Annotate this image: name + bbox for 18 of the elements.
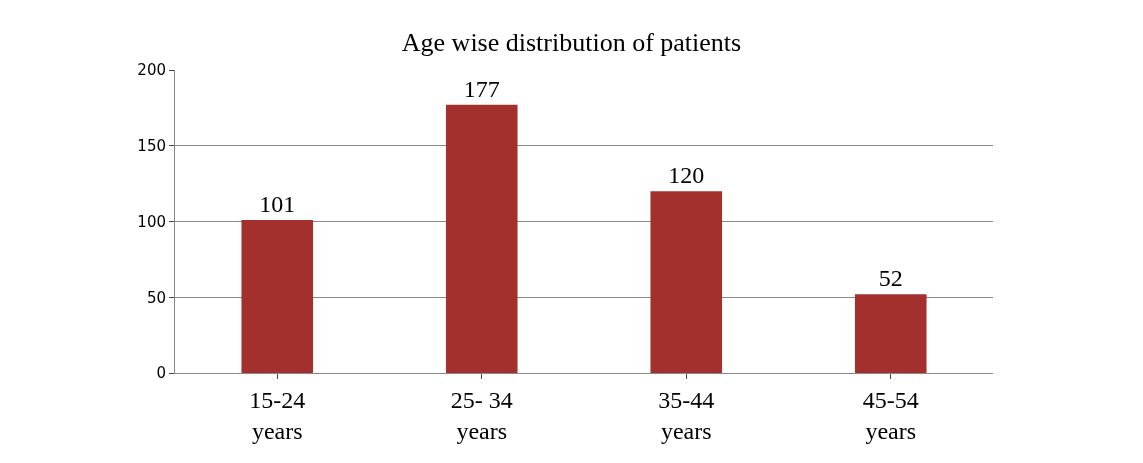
data-label: 101: [259, 190, 296, 217]
x-tick-label: 25- 34 years: [450, 386, 513, 444]
x-tick-label: 35-44 years: [658, 386, 715, 444]
y-tick-label: 0: [156, 364, 166, 383]
data-label: 120: [668, 162, 705, 189]
y-tick-label: 50: [146, 288, 166, 307]
bar: [241, 219, 314, 373]
y-tick-label: 150: [137, 137, 166, 155]
y-tick-label: 200: [137, 61, 166, 80]
x-tick-label: 45-54 years: [862, 386, 919, 444]
data-label: 177: [463, 75, 500, 102]
chart-title: Age wise distribution of patients: [401, 27, 742, 57]
data-label: 52: [878, 265, 903, 292]
bar: [445, 104, 518, 373]
bar: [650, 191, 723, 373]
bar: [854, 294, 927, 373]
x-tick-label: 15-24 years: [249, 386, 306, 444]
y-tick-label: 100: [137, 212, 166, 231]
